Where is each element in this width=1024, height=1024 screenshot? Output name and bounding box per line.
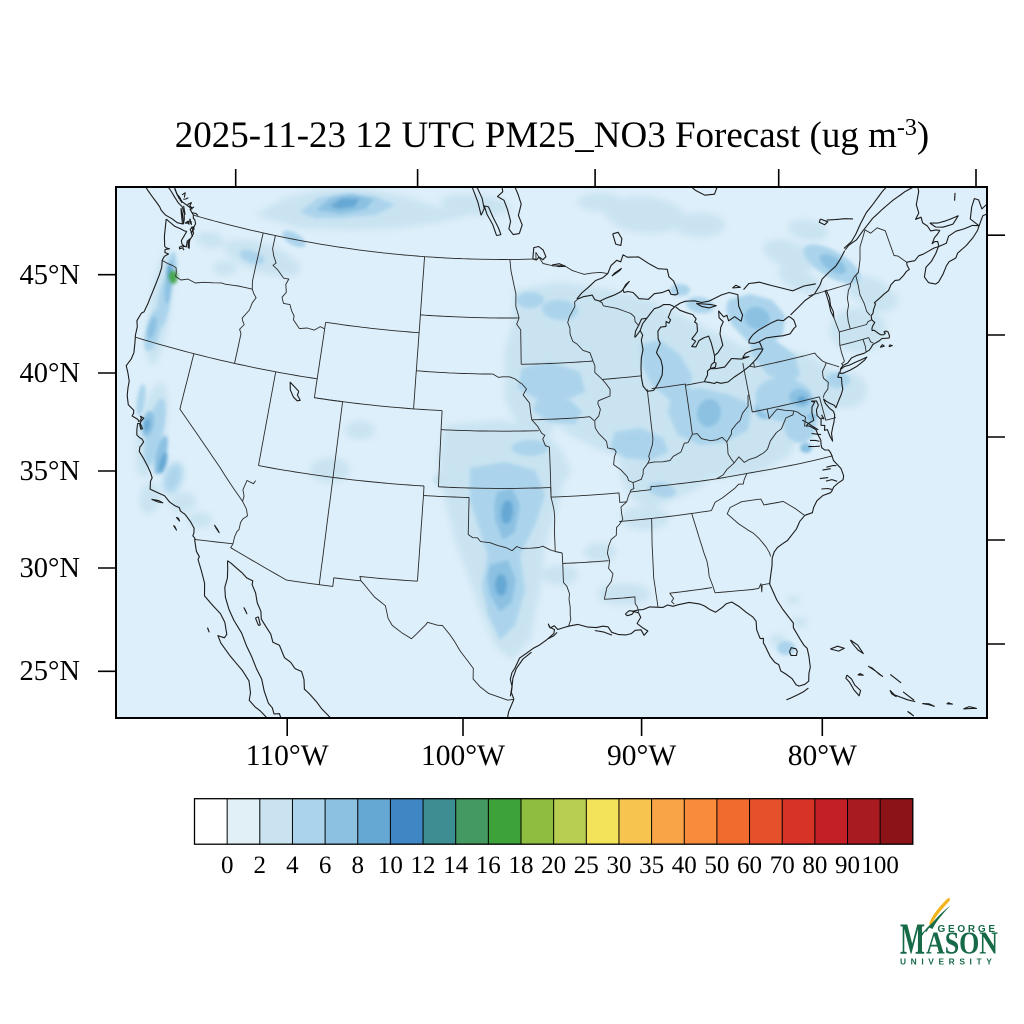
svg-text:ASON: ASON (926, 925, 998, 961)
svg-text:GEORGE: GEORGE (938, 924, 998, 935)
svg-text:UNIVERSITY: UNIVERSITY (900, 957, 996, 967)
svg-text:M: M (900, 915, 925, 964)
